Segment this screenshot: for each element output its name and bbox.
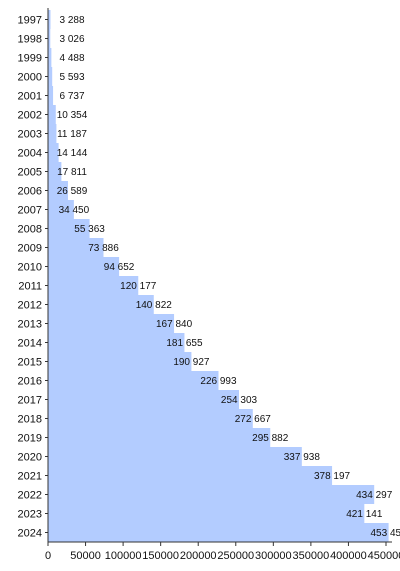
bar-2001 [48,86,54,105]
y-tick-label-2001: 2001 [18,91,42,103]
bar-2010 [48,257,120,276]
bar-2012 [48,295,154,314]
data-label-2010: 94 652 [104,262,135,273]
y-tick-label-1999: 1999 [18,53,42,65]
x-tick-label-150000: 150000 [142,550,179,562]
x-tick-label-350000: 350000 [293,550,330,562]
data-label-2023: 421 141 [346,509,383,520]
data-label-2024: 453 454 [371,528,400,539]
data-label-2013: 167 840 [156,319,193,330]
x-tick-label-450000: 450000 [368,550,400,562]
y-tick-label-2002: 2002 [18,110,42,122]
x-tick-label-100000: 100000 [105,550,142,562]
data-label-2014: 181 655 [166,338,203,349]
bar-2022 [48,485,375,504]
bar-2024 [48,523,389,542]
data-label-2016: 226 993 [200,376,237,387]
data-label-2017: 254 303 [221,395,258,406]
y-tick-label-2010: 2010 [18,262,42,274]
y-tick-label-2005: 2005 [18,167,42,179]
y-tick-label-2022: 2022 [18,490,42,502]
y-tick-label-2003: 2003 [18,129,42,141]
x-tick-label-50000: 50000 [70,550,101,562]
x-tick-label-0: 0 [45,550,51,562]
bar-1998 [48,29,51,48]
y-tick-label-1998: 1998 [18,34,42,46]
bar-2008 [48,219,90,238]
y-tick-label-2008: 2008 [18,224,42,236]
bar-2005 [48,162,62,181]
data-label-2012: 140 822 [136,300,173,311]
bar-2018 [48,409,253,428]
y-tick-label-2011: 2011 [18,281,42,293]
y-tick-label-2014: 2014 [18,338,42,350]
y-tick-label-2021: 2021 [18,471,42,483]
data-label-1997: 3 288 [59,15,84,26]
bar-2011 [48,276,139,295]
bar-2016 [48,371,219,390]
x-tick-label-250000: 250000 [217,550,254,562]
bar-2019 [48,428,271,447]
x-tick-label-300000: 300000 [255,550,292,562]
data-label-2022: 434 297 [356,490,393,501]
bar-2013 [48,314,175,333]
y-tick-label-2009: 2009 [18,243,42,255]
data-label-2015: 190 927 [173,357,210,368]
bar-2021 [48,466,333,485]
data-label-2005: 17 811 [57,167,87,178]
data-label-2018: 272 667 [235,414,272,425]
data-label-2001: 6 737 [59,91,84,102]
data-label-2008: 55 363 [74,224,105,235]
data-label-2011: 120 177 [120,281,157,292]
bar-2000 [48,67,53,86]
data-label-1999: 4 488 [59,53,84,64]
data-label-2004: 14 144 [57,148,88,159]
bars-group [48,10,389,542]
bar-2009 [48,238,104,257]
data-label-2007: 34 450 [59,205,90,216]
data-label-2002: 10 354 [57,110,88,121]
data-label-2019: 295 882 [252,433,289,444]
y-tick-label-2007: 2007 [18,205,42,217]
y-axis: 1997 1998 1999 2000 2001 2002 2003 2004 2005 2006… [18,8,49,542]
data-label-2009: 73 886 [88,243,119,254]
y-tick-label-2004: 2004 [18,148,42,160]
data-label-2000: 5 593 [59,72,84,83]
y-tick-label-2018: 2018 [18,414,42,426]
y-tick-label-2017: 2017 [18,395,42,407]
bar-2007 [48,200,74,219]
bar-2015 [48,352,192,371]
bar-1997 [48,10,51,29]
bar-2023 [48,504,365,523]
bar-2002 [48,105,56,124]
bar-1999 [48,48,52,67]
bar-2003 [48,124,57,143]
bar-2014 [48,333,185,352]
y-tick-label-2006: 2006 [18,186,42,198]
data-label-2021: 378 197 [314,471,351,482]
y-tick-label-2012: 2012 [18,300,42,312]
data-label-2006: 26 589 [57,186,88,197]
y-tick-label-2000: 2000 [18,72,42,84]
y-tick-label-2016: 2016 [18,376,42,388]
y-tick-label-2024: 2024 [18,528,42,540]
bar-2020 [48,447,302,466]
bar-2017 [48,390,240,409]
y-tick-label-1997: 1997 [18,15,42,27]
y-tick-label-2013: 2013 [18,319,42,331]
x-tick-label-200000: 200000 [180,550,217,562]
data-labels-group: 3 288 3 026 4 488 5 593 6 737 10 354 11 187 14 … [57,15,400,539]
bar-2006 [48,181,68,200]
y-tick-label-2023: 2023 [18,509,42,521]
data-label-2020: 337 938 [284,452,321,463]
y-tick-label-2019: 2019 [18,433,42,445]
x-axis: 0 50000 100000 150000 200000 250000 300000 3500… [45,541,400,562]
y-tick-label-2015: 2015 [18,357,42,369]
data-label-2003: 11 187 [57,129,87,140]
x-tick-label-400000: 400000 [330,550,367,562]
bar-2004 [48,143,59,162]
data-label-1998: 3 026 [59,34,84,45]
y-tick-label-2020: 2020 [18,452,42,464]
